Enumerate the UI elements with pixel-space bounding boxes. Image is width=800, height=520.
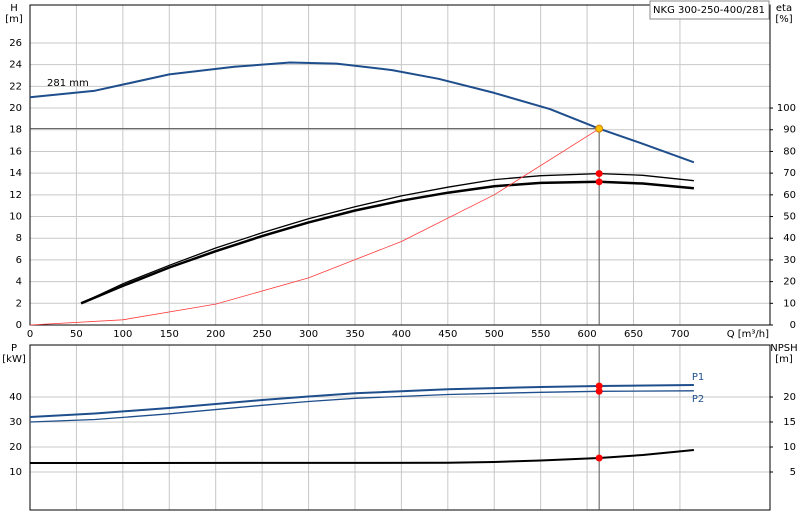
y-axis-label: P — [11, 343, 17, 354]
y-tick-label: 40 — [9, 392, 22, 403]
series-label: 281 mm — [47, 78, 89, 89]
y-tick-label: 16 — [9, 146, 22, 157]
x-tick-label: 200 — [206, 329, 225, 340]
y-tick-label: 6 — [16, 255, 22, 266]
curve — [29, 61, 695, 164]
curve — [29, 384, 694, 418]
y2-tick-label: 40 — [783, 233, 796, 244]
y-tick-label: 4 — [16, 277, 22, 288]
y2-tick-label: 100 — [777, 103, 796, 114]
x-tick-label: 0 — [27, 329, 33, 340]
y-tick-label: 26 — [9, 38, 22, 49]
y2-tick-label: 80 — [783, 146, 796, 157]
y-axis-unit: [kW] — [2, 354, 26, 365]
x-tick-label: 50 — [70, 329, 83, 340]
y2-axis-label: eta — [776, 3, 792, 14]
y-tick-label: 2 — [16, 298, 22, 309]
y2-tick-label: 70 — [783, 168, 796, 179]
y2-tick-label: 5 — [790, 467, 796, 478]
x-tick-label: 700 — [670, 329, 689, 340]
y-tick-label: 10 — [9, 212, 22, 223]
y2-axis-unit: [%] — [775, 14, 792, 25]
series-label: P2 — [692, 394, 704, 405]
x-axis-label: Q [m³/h] — [727, 329, 769, 340]
y2-tick-label: 0 — [790, 320, 796, 331]
y-tick-label: 20 — [9, 103, 22, 114]
x-tick-label: 500 — [485, 329, 504, 340]
x-tick-label: 350 — [345, 329, 364, 340]
x-tick-label: 300 — [299, 329, 318, 340]
x-tick-label: 250 — [253, 329, 272, 340]
x-tick-label: 100 — [113, 329, 132, 340]
series-label: P1 — [692, 372, 704, 383]
marker — [595, 178, 603, 186]
label-box — [649, 0, 770, 20]
y2-tick-label: 60 — [783, 190, 796, 201]
y2-tick-label: 90 — [783, 125, 796, 136]
y-axis-unit: [m] — [5, 14, 23, 25]
y-tick-label: 14 — [9, 168, 22, 179]
y2-axis-label: NPSH — [770, 343, 797, 354]
y-tick-label: 18 — [9, 125, 22, 136]
y-tick-label: 30 — [9, 417, 22, 428]
y-tick-label: 10 — [9, 467, 22, 478]
marker — [595, 454, 603, 462]
x-tick-label: 400 — [392, 329, 411, 340]
marker — [595, 170, 603, 178]
y-tick-label: 22 — [9, 81, 22, 92]
y2-tick-label: 10 — [783, 442, 796, 453]
y-tick-label: 20 — [9, 442, 22, 453]
y-tick-label: 0 — [16, 320, 22, 331]
y2-tick-label: 30 — [783, 255, 796, 266]
x-tick-label: 450 — [438, 329, 457, 340]
curve — [29, 128, 600, 326]
marker — [595, 124, 604, 133]
y-tick-label: 12 — [9, 190, 22, 201]
plot-frame — [29, 344, 771, 511]
curve — [80, 172, 694, 304]
x-tick-label: 550 — [531, 329, 550, 340]
marker — [595, 387, 603, 395]
curve — [29, 390, 694, 423]
y-tick-label: 24 — [9, 60, 22, 71]
y2-tick-label: 50 — [783, 212, 796, 223]
y2-tick-label: 20 — [783, 392, 796, 403]
x-tick-label: 600 — [578, 329, 597, 340]
y2-tick-label: 15 — [783, 417, 796, 428]
curve — [80, 180, 695, 305]
y2-tick-label: 20 — [783, 277, 796, 288]
label-box-text: NKG 300-250-400/281 — [653, 5, 765, 16]
x-tick-label: 650 — [624, 329, 643, 340]
y2-tick-label: 10 — [783, 298, 796, 309]
y-axis-label: H — [10, 3, 18, 14]
curve — [29, 449, 694, 464]
plot-frame — [29, 4, 771, 326]
y-tick-label: 8 — [16, 233, 22, 244]
marker — [595, 382, 603, 390]
y2-axis-unit: [m] — [775, 354, 793, 365]
x-tick-label: 150 — [160, 329, 179, 340]
